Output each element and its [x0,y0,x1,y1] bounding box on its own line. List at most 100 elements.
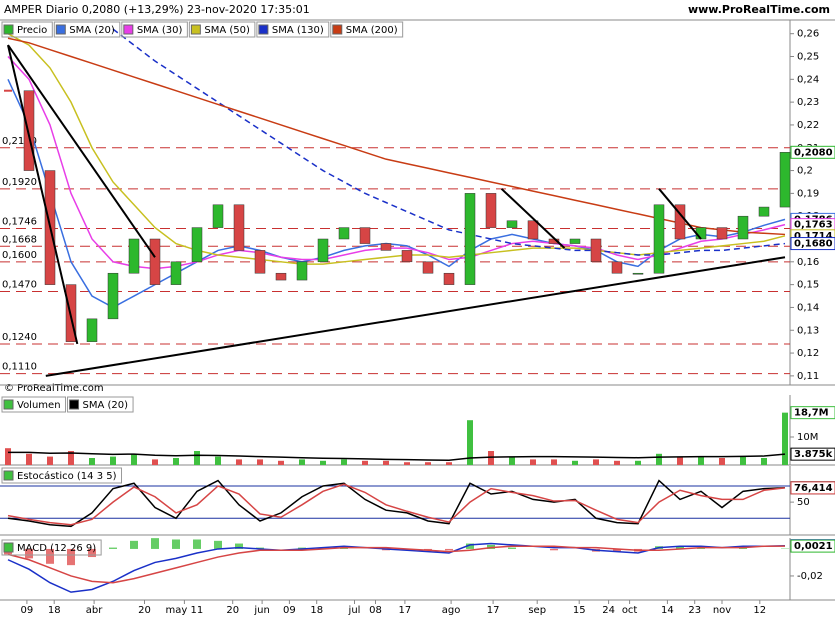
legend-swatch [69,399,80,410]
value-badge [790,237,835,251]
volume-bar [425,462,431,465]
volume-bar [320,460,326,465]
legend-label: SMA (20) [69,25,115,36]
candle [758,206,770,217]
candle [611,261,623,274]
candle [485,193,497,228]
volume-bar [677,456,683,465]
value-badge [790,447,835,461]
level-label: 0,1600 [2,250,37,261]
histogram-bar [466,543,474,549]
chart-title: AMPER Diario 0,2080 (+13,29%) 23-nov-202… [4,3,310,16]
volume-bar [698,456,704,465]
legend-label: SMA (30) [137,25,183,36]
histogram-bar [25,548,33,559]
y-tick-label: 10M [797,432,818,443]
histogram-bar [445,548,453,551]
value-badge-label: 0,1714 [794,231,833,242]
value-badge-label: 0,0021 [794,541,833,552]
histogram-bar [193,539,201,549]
y-tick-label: 0,23 [797,97,819,108]
candle [107,272,119,320]
volume-bar [236,459,242,465]
volume-bar [299,459,305,465]
y-tick-label: -0,02 [797,571,823,582]
legend-label: Precio [17,25,47,36]
volume-bar [341,459,347,465]
level-label: 0,1470 [2,279,37,290]
trendline [658,188,702,240]
legend-swatch [258,24,269,35]
histogram-bar [109,547,117,549]
candle [401,250,413,263]
y-tick-label: 0,24 [797,74,819,85]
candle [737,215,749,240]
legend-box [121,21,188,38]
trendline [500,188,566,249]
candle [443,272,455,285]
volume-bar [131,453,137,465]
value-badge-label: 0,1763 [794,220,833,231]
legend-label: Estocástico (14 3 5) [17,470,117,482]
trendline [7,44,79,345]
x-tick-label: 09 [283,605,296,616]
volume-bar [47,456,53,465]
x-tick-label: 24 [602,605,615,616]
y-tick-label: 0,22 [797,120,819,131]
level-label: 0,1920 [2,177,37,188]
y-tick-label: 0,2 [797,166,813,177]
volume-bar [530,459,536,465]
candle [149,238,161,285]
legend-swatch [3,470,14,481]
volume-bar [446,462,452,465]
macd-line [7,542,786,593]
value-badge-label: 18,7M [794,408,829,419]
candle [569,238,581,244]
volume-bar [68,451,74,465]
legend-label: SMA (130) [272,25,324,36]
candle [527,220,539,240]
value-badge-label: 3.875k [794,449,833,460]
legend-swatch [190,24,201,35]
y-tick-label: 0,14 [797,302,819,313]
legend-swatch [3,399,14,410]
candle [653,204,665,274]
candle [191,227,203,263]
volume-bar [551,459,557,465]
y-tick-label: 0,19 [797,188,819,199]
volume-bar [656,453,662,465]
candle [128,238,140,274]
legend-label: SMA (50) [204,25,250,36]
volume-bar [383,460,389,465]
x-tick-label: oct [622,605,638,616]
value-badge [790,406,835,420]
y-tick-label: 0,16 [797,257,819,268]
candle [716,227,728,240]
histogram-bar [508,547,516,549]
x-tick-label: nov [713,605,731,616]
x-tick-label: 12 [753,605,766,616]
legend-box [1,21,53,38]
candle [464,193,476,285]
legend-box [1,467,123,484]
candle [338,227,350,240]
volume-bar [635,460,641,465]
copyright: © ProRealTime.com [4,383,104,394]
candle [233,204,245,251]
candle [170,261,182,285]
volume-bar [614,460,620,465]
value-badge [790,539,835,553]
x-tick-label: 08 [369,605,382,616]
candle [23,90,35,171]
x-tick-label: jul [348,605,361,616]
candle [86,318,98,342]
volume-bar [761,458,767,465]
oscillator-line [7,479,786,528]
candle [779,152,791,208]
volume-bar [782,412,788,465]
trendline [7,44,156,258]
volume-bar [89,458,95,465]
volume-sma [8,451,786,461]
